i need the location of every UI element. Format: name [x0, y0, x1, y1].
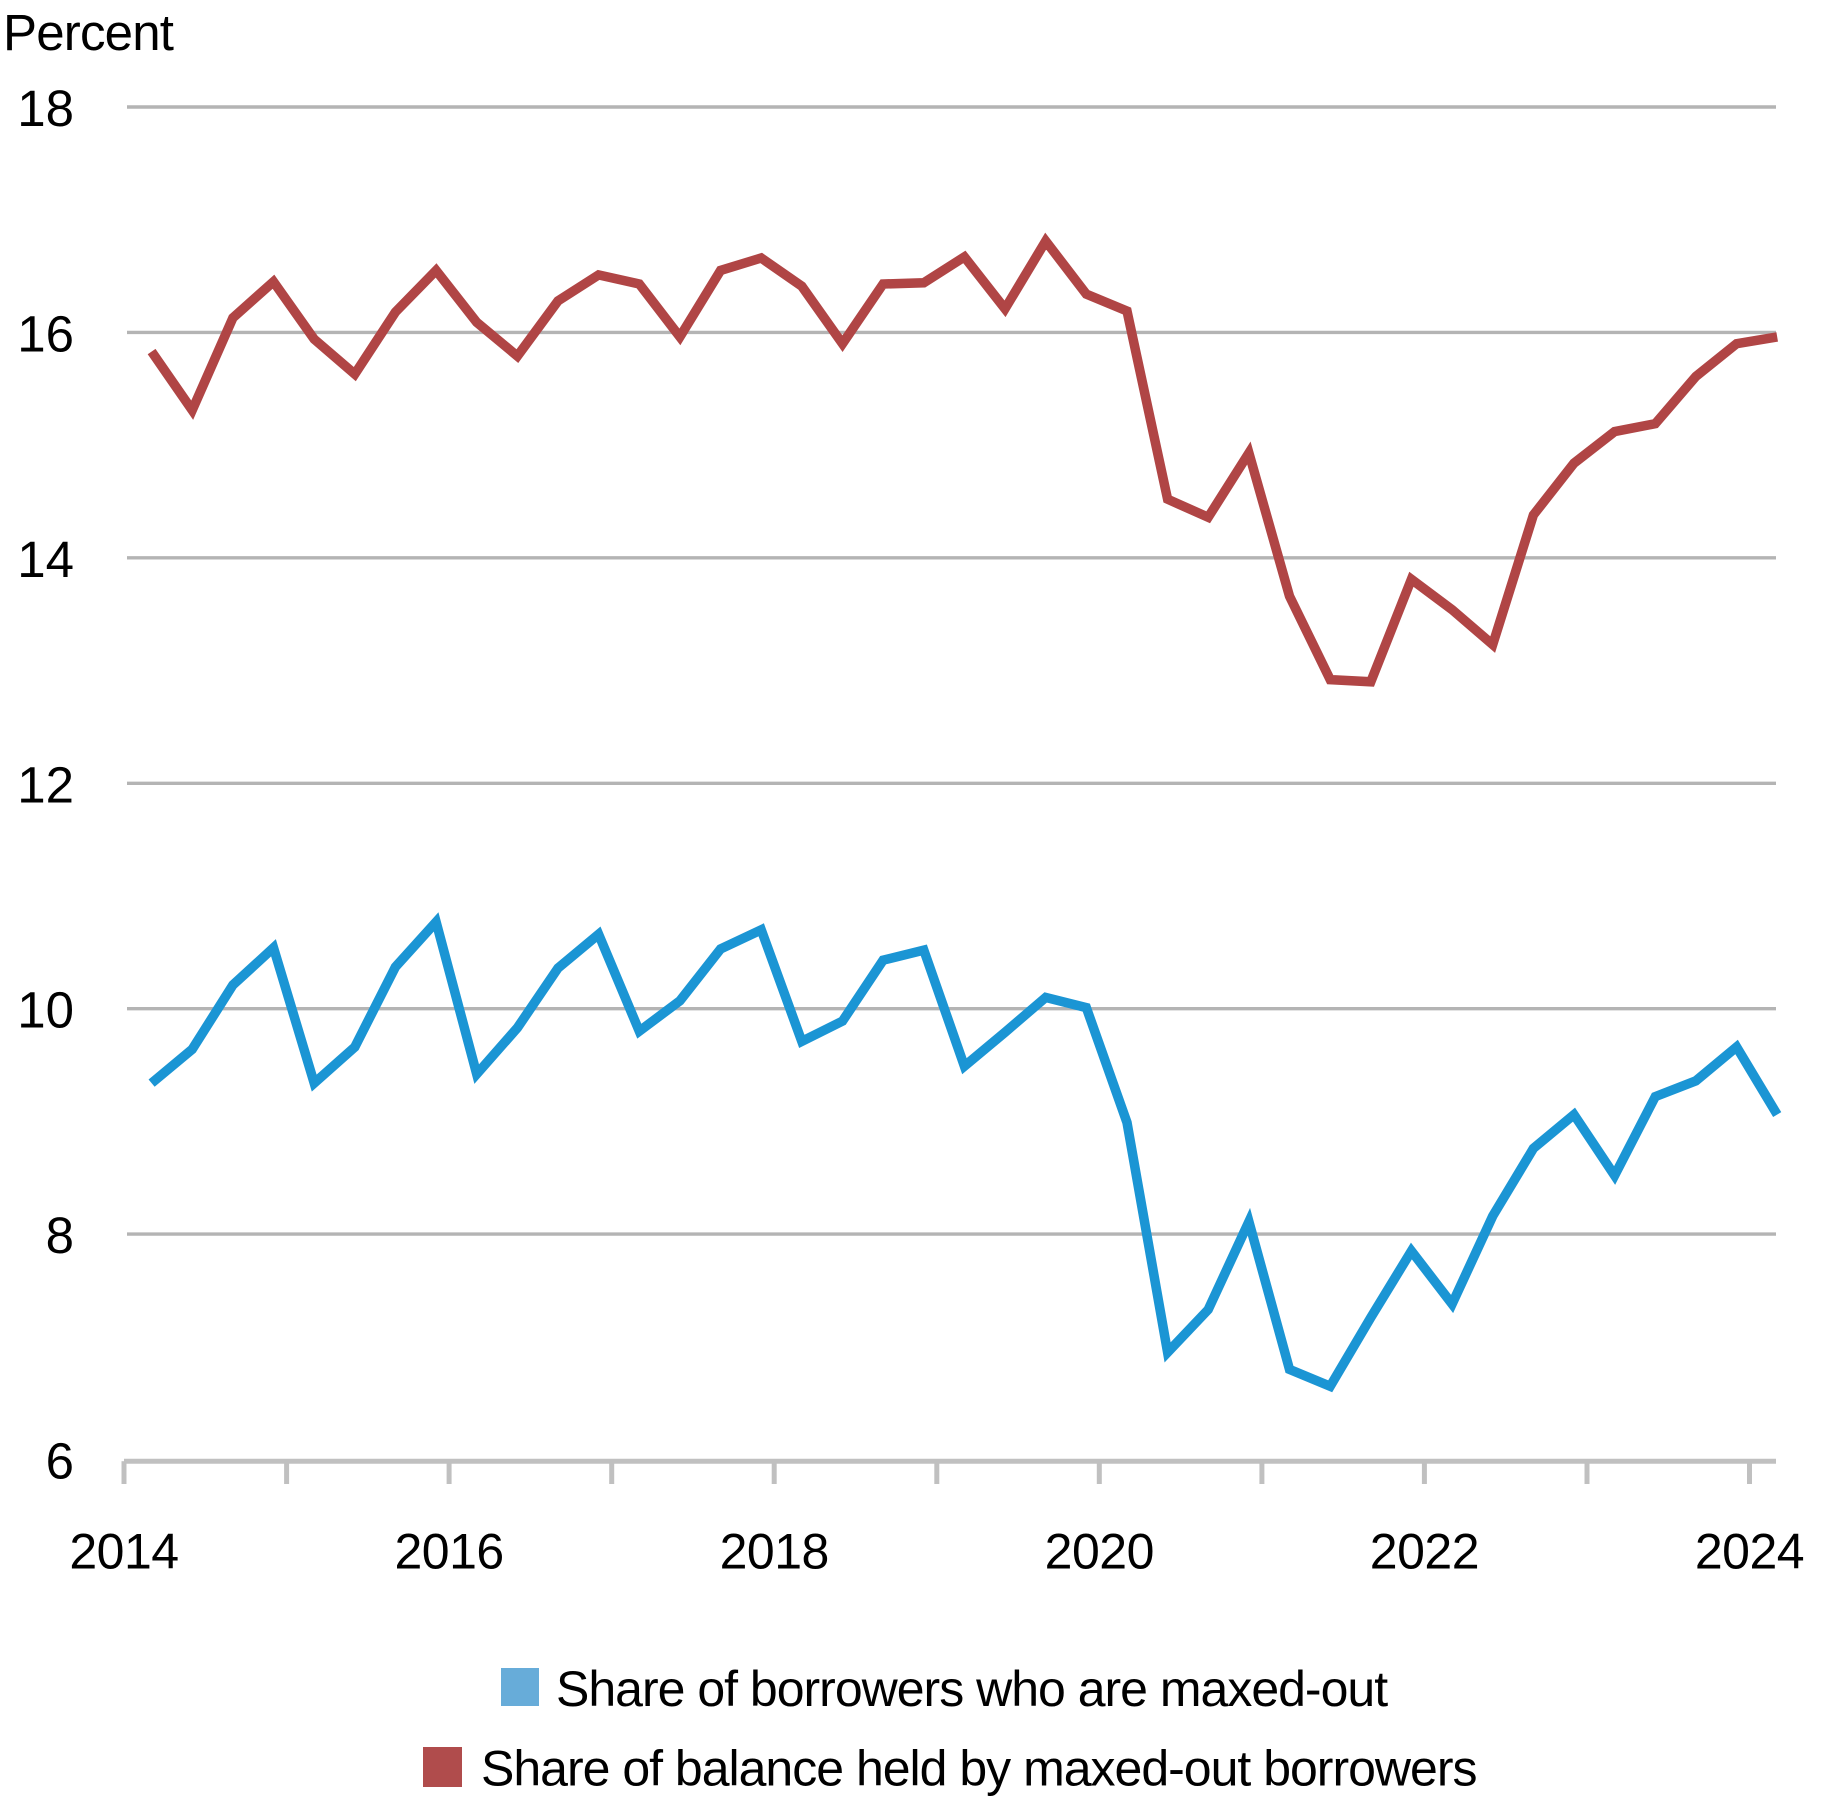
svg-text:2022: 2022 — [1370, 1524, 1479, 1580]
svg-text:Share of borrowers who are max: Share of borrowers who are maxed-out — [556, 1661, 1388, 1717]
svg-text:12: 12 — [17, 756, 74, 813]
svg-text:2024: 2024 — [1695, 1524, 1804, 1580]
svg-text:Percent: Percent — [3, 4, 174, 61]
svg-text:14: 14 — [17, 531, 74, 588]
svg-text:2018: 2018 — [720, 1524, 829, 1580]
svg-text:2016: 2016 — [394, 1524, 503, 1580]
svg-text:2020: 2020 — [1045, 1524, 1154, 1580]
svg-text:10: 10 — [17, 982, 74, 1039]
svg-text:6: 6 — [46, 1433, 74, 1490]
svg-text:Share of balance held by maxed: Share of balance held by maxed-out borro… — [481, 1741, 1476, 1797]
svg-text:18: 18 — [17, 80, 74, 137]
svg-text:8: 8 — [46, 1207, 74, 1264]
svg-text:16: 16 — [17, 305, 74, 362]
svg-text:2014: 2014 — [69, 1524, 178, 1580]
